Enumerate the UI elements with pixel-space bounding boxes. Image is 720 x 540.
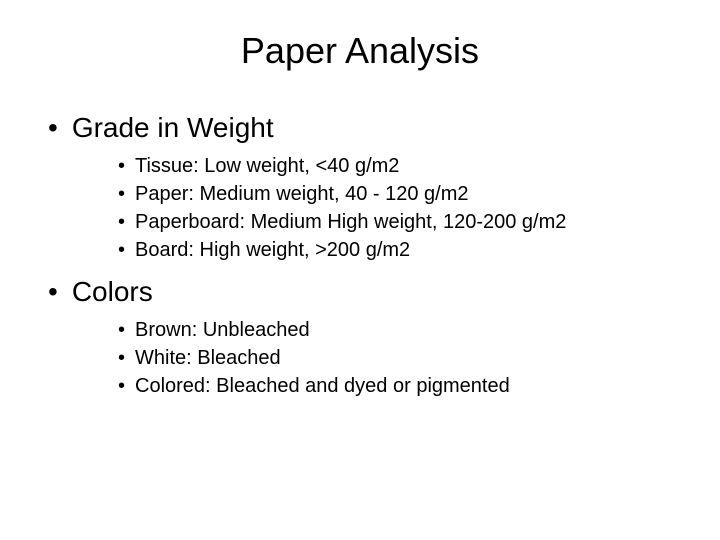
bullet-icon: •	[48, 112, 58, 144]
list-item: • Paperboard: Medium High weight, 120-20…	[40, 208, 680, 236]
list-item: • White: Bleached	[40, 344, 680, 372]
bullet-icon: •	[118, 152, 125, 180]
list-item: • Colored: Bleached and dyed or pigmente…	[40, 372, 680, 400]
bullet-icon: •	[118, 316, 125, 344]
list-item: • Board: High weight, >200 g/m2	[40, 236, 680, 264]
list-item-text: Paperboard: Medium High weight, 120-200 …	[135, 208, 566, 236]
list-item-text: Tissue: Low weight, <40 g/m2	[135, 152, 399, 180]
section-heading: • Colors	[40, 276, 680, 308]
list-item: • Paper: Medium weight, 40 - 120 g/m2	[40, 180, 680, 208]
list-item-text: Board: High weight, >200 g/m2	[135, 236, 410, 264]
bullet-icon: •	[118, 344, 125, 372]
sub-list: • Tissue: Low weight, <40 g/m2 • Paper: …	[40, 152, 680, 264]
content-list: • Grade in Weight • Tissue: Low weight, …	[40, 112, 680, 400]
bullet-icon: •	[118, 236, 125, 264]
section-heading-text: Grade in Weight	[72, 112, 274, 144]
slide-title: Paper Analysis	[40, 30, 680, 72]
list-item-text: Paper: Medium weight, 40 - 120 g/m2	[135, 180, 469, 208]
sub-list: • Brown: Unbleached • White: Bleached • …	[40, 316, 680, 400]
bullet-icon: •	[118, 372, 125, 400]
bullet-icon: •	[118, 180, 125, 208]
list-item: • Tissue: Low weight, <40 g/m2	[40, 152, 680, 180]
list-item-text: White: Bleached	[135, 344, 281, 372]
list-item: • Brown: Unbleached	[40, 316, 680, 344]
list-item-text: Brown: Unbleached	[135, 316, 310, 344]
section-heading: • Grade in Weight	[40, 112, 680, 144]
bullet-icon: •	[48, 276, 58, 308]
section-heading-text: Colors	[72, 276, 153, 308]
bullet-icon: •	[118, 208, 125, 236]
list-item-text: Colored: Bleached and dyed or pigmented	[135, 372, 510, 400]
